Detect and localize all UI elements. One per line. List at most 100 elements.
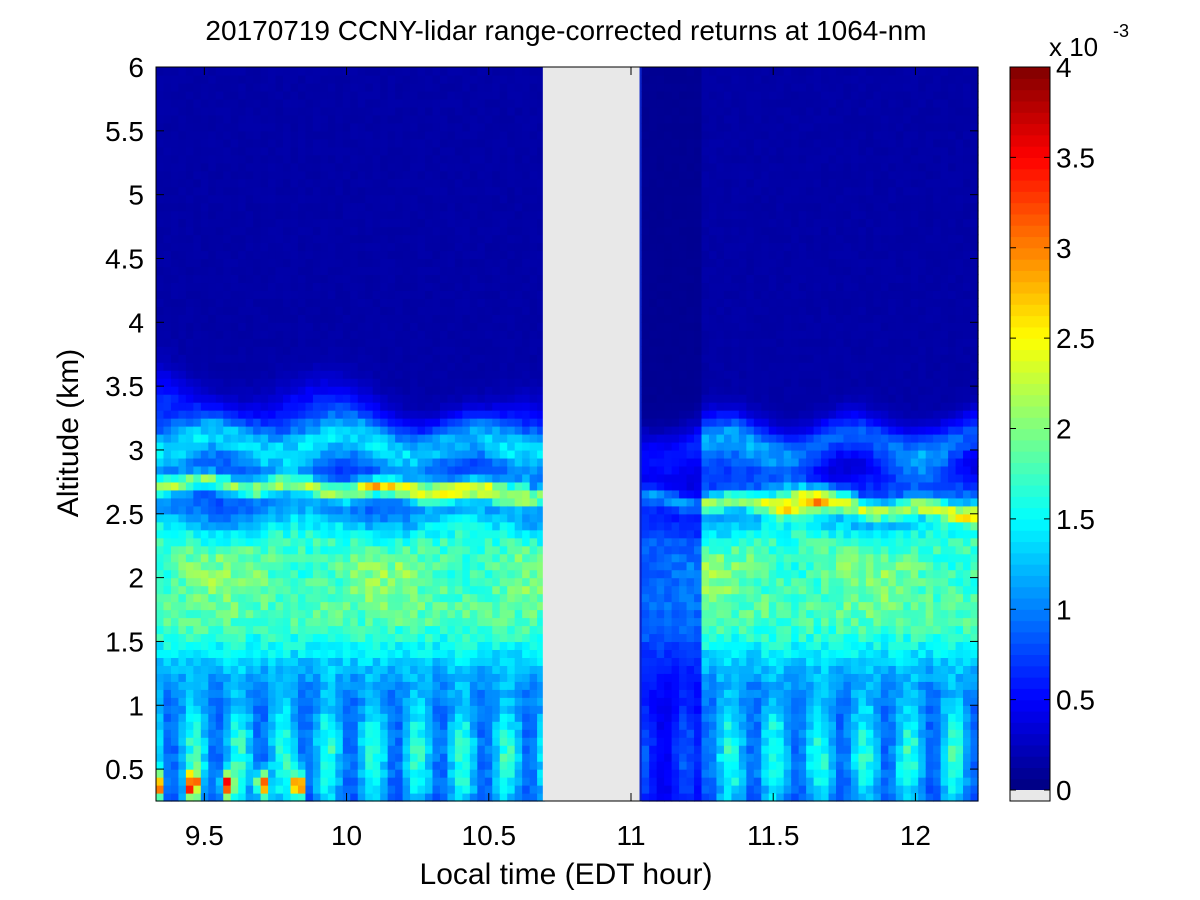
y-tick-label: 2.5: [105, 499, 144, 530]
colorbar-segment: [1010, 609, 1050, 622]
colorbar-segment: [1010, 394, 1050, 407]
colorbar-segment: [1010, 78, 1050, 91]
y-tick-label: 5: [128, 180, 144, 211]
colorbar-tick-label: 1: [1056, 594, 1072, 625]
colorbar-segment: [1010, 575, 1050, 588]
y-tick-label: 1: [128, 690, 144, 721]
colorbar-tick-label: 4: [1056, 52, 1072, 83]
colorbar-tick-label: 1.5: [1056, 504, 1095, 535]
colorbar-segment: [1010, 304, 1050, 317]
colorbar-ticks: 0 0.5 1 1.5 2 2.5 3 3.5 4: [1010, 52, 1095, 806]
colorbar-segment: [1010, 123, 1050, 136]
colorbar-segment: [1010, 236, 1050, 249]
colorbar-segment: [1010, 631, 1050, 644]
y-tick-label: 4: [128, 307, 144, 338]
y-tick-label: 6: [128, 52, 144, 83]
colorbar-segment: [1010, 654, 1050, 667]
y-axis-label: Altitude (km): [52, 349, 85, 517]
colorbar-segment: [1010, 315, 1050, 328]
colorbar-tick-label: 2: [1056, 414, 1072, 445]
x-tick-label: 11: [616, 820, 645, 851]
colorbar-segment: [1010, 281, 1050, 294]
data-gap-region: [542, 67, 640, 801]
colorbar-segment: [1010, 292, 1050, 305]
y-tick-label: 5.5: [105, 116, 144, 147]
colorbar-segment: [1010, 451, 1050, 463]
colorbar-segment: [1010, 417, 1050, 430]
colorbar-segment: [1010, 530, 1050, 543]
y-tick-label: 0.5: [105, 754, 144, 785]
colorbar-tick-label: 0: [1056, 775, 1072, 806]
x-axis-ticks: 9.5 10 10.5 11 11.5 12: [185, 67, 931, 851]
chart-title: 20170719 CCNY-lidar range-corrected retu…: [205, 15, 926, 46]
colorbar-segment: [1010, 699, 1050, 712]
gap-fill: [542, 67, 640, 801]
colorbar-segment: [1010, 722, 1050, 735]
colorbar-segment: [1010, 518, 1050, 531]
colorbar-segment: [1010, 462, 1050, 475]
y-tick-label: 1.5: [105, 626, 144, 657]
colorbar-segment: [1010, 67, 1050, 79]
colorbar-segment: [1010, 360, 1050, 373]
colorbar-segment: [1010, 564, 1050, 576]
y-tick-label: 4.5: [105, 243, 144, 274]
colorbar: [1009, 66, 1051, 802]
colorbar-segment: [1010, 338, 1050, 351]
colorbar-segment: [1010, 202, 1050, 215]
colorbar-segment: [1010, 496, 1050, 509]
y-tick-label: 2: [128, 563, 144, 594]
colorbar-segment: [1010, 597, 1050, 610]
colorbar-frame: [1009, 66, 1051, 802]
colorbar-segment: [1010, 778, 1050, 791]
x-tick-label: 11.5: [747, 820, 799, 851]
x-tick-label: 10.5: [462, 820, 517, 851]
colorbar-segment: [1010, 484, 1050, 497]
colorbar-exponent-base: x 10: [1049, 32, 1098, 62]
colorbar-segment: [1010, 168, 1050, 181]
colorbar-segment: [1010, 677, 1050, 689]
colorbar-segment: [1010, 620, 1050, 633]
colorbar-tick-label: 3: [1056, 233, 1072, 264]
y-tick-label: 3.5: [105, 371, 144, 402]
colorbar-segment: [1010, 507, 1050, 520]
colorbar-segment: [1010, 439, 1050, 452]
colorbar-segment: [1010, 383, 1050, 396]
x-axis-label: Local time (EDT hour): [420, 858, 713, 891]
colorbar-segment: [1010, 688, 1050, 701]
colorbar-tick-label: 3.5: [1056, 142, 1095, 173]
colorbar-nodata-swatch: [1010, 790, 1050, 801]
colorbar-segment: [1010, 146, 1050, 158]
colorbar-segment: [1010, 372, 1050, 384]
colorbar-segment: [1010, 733, 1050, 746]
colorbar-segment: [1010, 112, 1050, 125]
x-tick-label: 12: [900, 820, 931, 851]
colorbar-segment: [1010, 349, 1050, 362]
colorbar-segment: [1010, 586, 1050, 599]
colorbar-segment: [1010, 134, 1050, 147]
colorbar-segment: [1010, 247, 1050, 260]
colorbar-segment: [1010, 405, 1050, 418]
colorbar-segment: [1010, 643, 1050, 656]
y-tick-label: 3: [128, 435, 144, 466]
colorbar-segment: [1010, 259, 1050, 271]
colorbar-segment: [1010, 213, 1050, 226]
colorbar-segment: [1010, 552, 1050, 565]
colorbar-segment: [1010, 270, 1050, 283]
colorbar-tick-label: 2.5: [1056, 323, 1095, 354]
colorbar-tick-label: 0.5: [1056, 685, 1095, 716]
colorbar-segment: [1010, 428, 1050, 441]
colorbar-segment: [1010, 225, 1050, 238]
colorbar-segment: [1010, 326, 1050, 339]
colorbar-segment: [1010, 710, 1050, 723]
colorbar-segment: [1010, 100, 1050, 113]
colorbar-segment: [1010, 744, 1050, 757]
colorbar-segment: [1010, 191, 1050, 204]
colorbar-segment: [1010, 157, 1050, 170]
colorbar-segment: [1010, 473, 1050, 486]
x-tick-label: 10: [331, 820, 362, 851]
colorbar-segment: [1010, 179, 1050, 192]
plot-axes-box: [155, 66, 979, 802]
colorbar-exponent: -3: [1113, 21, 1129, 41]
colorbar-segment: [1010, 767, 1050, 780]
